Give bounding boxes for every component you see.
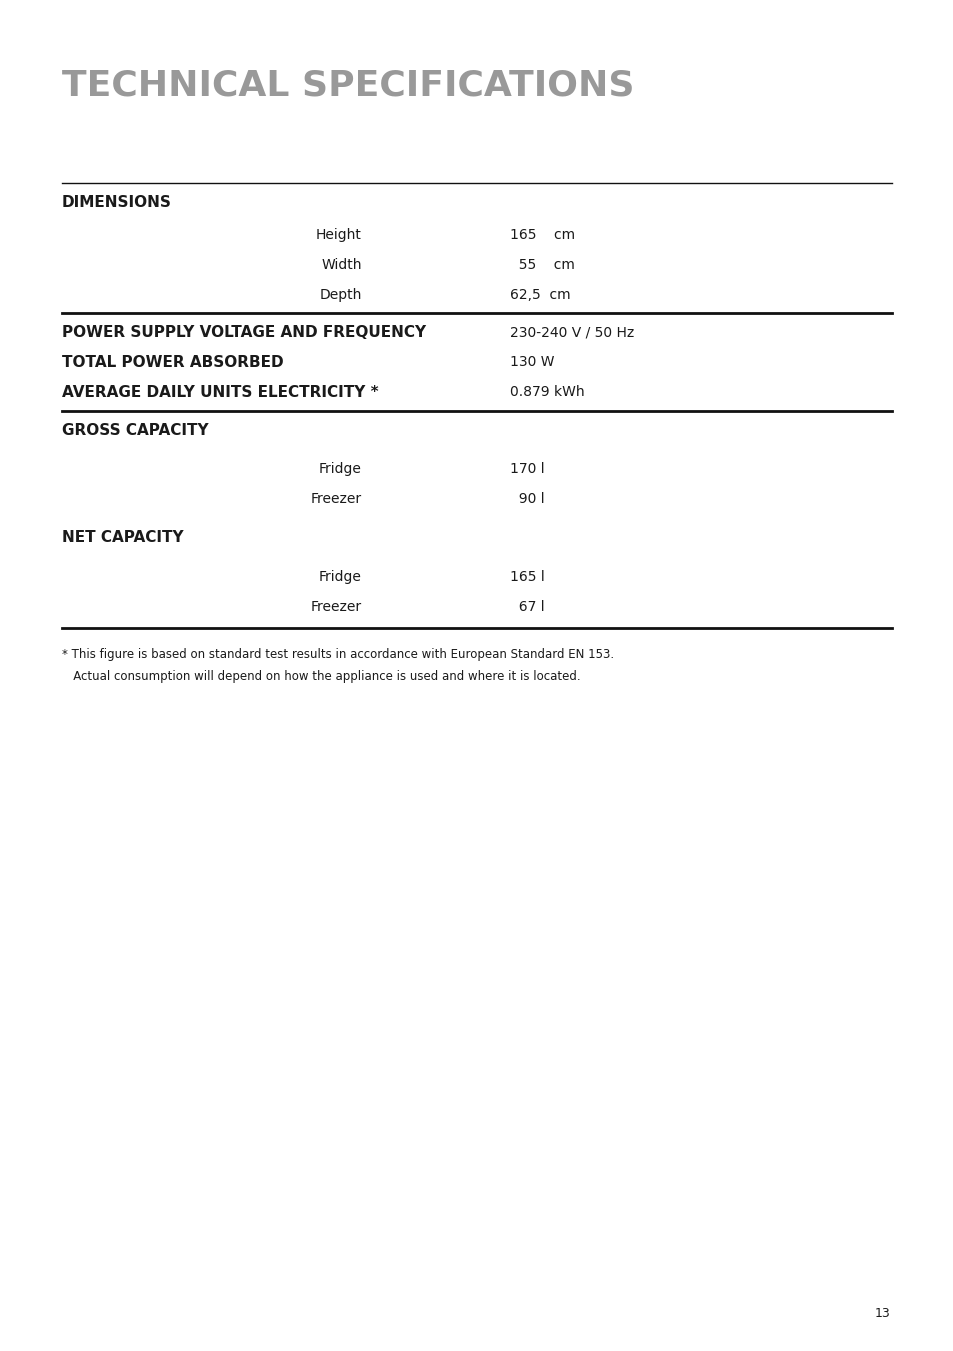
Text: 55    cm: 55 cm xyxy=(510,258,575,272)
Text: Depth: Depth xyxy=(319,288,361,303)
Text: 165    cm: 165 cm xyxy=(510,228,575,242)
Text: 165 l: 165 l xyxy=(510,570,544,584)
Text: AVERAGE DAILY UNITS ELECTRICITY *: AVERAGE DAILY UNITS ELECTRICITY * xyxy=(62,385,378,400)
Text: 0.879 kWh: 0.879 kWh xyxy=(510,385,584,399)
Text: NET CAPACITY: NET CAPACITY xyxy=(62,530,183,544)
Text: 90 l: 90 l xyxy=(510,492,544,507)
Text: Freezer: Freezer xyxy=(311,492,361,507)
Text: 67 l: 67 l xyxy=(510,600,544,613)
Text: Actual consumption will depend on how the appliance is used and where it is loca: Actual consumption will depend on how th… xyxy=(62,670,580,684)
Text: 13: 13 xyxy=(873,1306,889,1320)
Text: 62,5  cm: 62,5 cm xyxy=(510,288,570,303)
Text: Fridge: Fridge xyxy=(319,462,361,476)
Text: Height: Height xyxy=(315,228,361,242)
Text: Freezer: Freezer xyxy=(311,600,361,613)
Text: POWER SUPPLY VOLTAGE AND FREQUENCY: POWER SUPPLY VOLTAGE AND FREQUENCY xyxy=(62,326,426,340)
Text: 130 W: 130 W xyxy=(510,355,554,369)
Text: * This figure is based on standard test results in accordance with European Stan: * This figure is based on standard test … xyxy=(62,648,614,661)
Text: GROSS CAPACITY: GROSS CAPACITY xyxy=(62,423,209,438)
Text: TOTAL POWER ABSORBED: TOTAL POWER ABSORBED xyxy=(62,355,283,370)
Text: Fridge: Fridge xyxy=(319,570,361,584)
Text: DIMENSIONS: DIMENSIONS xyxy=(62,195,172,209)
Text: TECHNICAL SPECIFICATIONS: TECHNICAL SPECIFICATIONS xyxy=(62,68,634,101)
Text: 170 l: 170 l xyxy=(510,462,544,476)
Text: Width: Width xyxy=(321,258,361,272)
Text: 230-240 V / 50 Hz: 230-240 V / 50 Hz xyxy=(510,326,634,339)
